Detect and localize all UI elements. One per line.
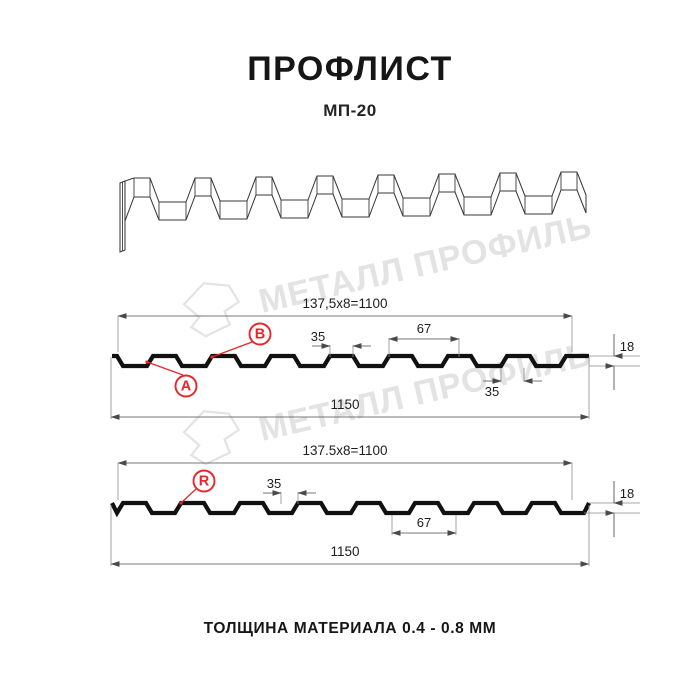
iso-fold-lines — [133, 172, 578, 220]
marker-r-point — [179, 501, 183, 505]
dim-rib-flat-67-bottom: 67 — [417, 515, 431, 530]
dim-total-width-top: 1150 — [330, 397, 359, 412]
dim-working-width-top: 137,5x8=1100 — [303, 296, 388, 311]
marker-a-point — [145, 360, 149, 364]
marker-r-label: R — [199, 474, 210, 490]
product-model: МП-20 — [323, 101, 377, 120]
dim-height-18-top: 18 — [620, 339, 634, 354]
isometric-profile-view — [119, 171, 587, 253]
dim-height-18-bottom: 18 — [620, 486, 634, 501]
marker-a-label: A — [181, 379, 192, 395]
marker-r-circle — [192, 469, 216, 493]
title-block: ПРОФЛИСТ МП-20 — [0, 52, 700, 119]
drawing-bottom: 137.5x8=1100 35 67 18 1150 — [110, 443, 640, 567]
profile-section-top — [112, 353, 589, 369]
dim-total-width-bottom: 1150 — [330, 544, 359, 559]
iso-corrugation-body — [124, 171, 587, 222]
marker-a-circle — [174, 374, 198, 398]
marker-b-leader — [211, 341, 253, 358]
marker-b-label: B — [255, 327, 265, 343]
marker-b-point — [210, 355, 214, 359]
dim-rib-bottom-35: 35 — [485, 384, 499, 399]
dim-rib-flat-67: 67 — [417, 321, 431, 336]
profile-section-bottom — [110, 500, 591, 518]
watermark-logo-icon — [182, 410, 241, 466]
marker-a-leader — [146, 361, 184, 376]
marker-a[interactable]: A — [145, 360, 198, 398]
footer-block: ТОЛЩИНА МАТЕРИАЛА 0.4 - 0.8 ММ — [0, 620, 700, 638]
dim-rib-top-35: 35 — [311, 329, 325, 344]
material-thickness-note: ТОЛЩИНА МАТЕРИАЛА 0.4 - 0.8 ММ — [203, 620, 497, 637]
marker-b[interactable]: B — [210, 322, 272, 359]
marker-b-circle — [248, 322, 272, 346]
drawing-top: 137,5x8=1100 35 67 35 18 — [110, 296, 640, 420]
marker-r[interactable]: R — [179, 469, 216, 505]
page-title: ПРОФЛИСТ — [247, 50, 453, 88]
marker-r-leader — [180, 488, 197, 504]
dim-working-width-bottom: 137.5x8=1100 — [303, 443, 388, 458]
dim-rib-top-35-bottom: 35 — [267, 476, 281, 491]
